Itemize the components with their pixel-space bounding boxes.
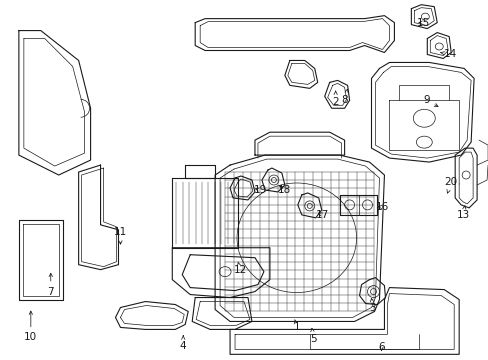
Text: 14: 14 xyxy=(440,49,456,59)
Text: 3: 3 xyxy=(368,298,375,312)
Text: 6: 6 xyxy=(377,342,384,352)
Text: 1: 1 xyxy=(293,320,300,332)
Text: 8: 8 xyxy=(341,89,347,105)
Text: 18: 18 xyxy=(278,185,291,195)
Text: 2: 2 xyxy=(332,91,338,107)
Text: 10: 10 xyxy=(24,311,37,342)
Text: 11: 11 xyxy=(114,227,127,244)
Text: 7: 7 xyxy=(47,273,54,297)
Text: 20: 20 xyxy=(444,177,457,193)
Text: 9: 9 xyxy=(422,95,437,107)
Text: 17: 17 xyxy=(315,210,328,220)
Text: 16: 16 xyxy=(375,202,388,212)
Text: 5: 5 xyxy=(310,328,316,345)
Text: 4: 4 xyxy=(180,336,186,351)
Text: 19: 19 xyxy=(253,185,266,195)
Text: 15: 15 xyxy=(416,18,429,28)
Text: 13: 13 xyxy=(456,206,469,220)
Text: 12: 12 xyxy=(233,262,246,275)
